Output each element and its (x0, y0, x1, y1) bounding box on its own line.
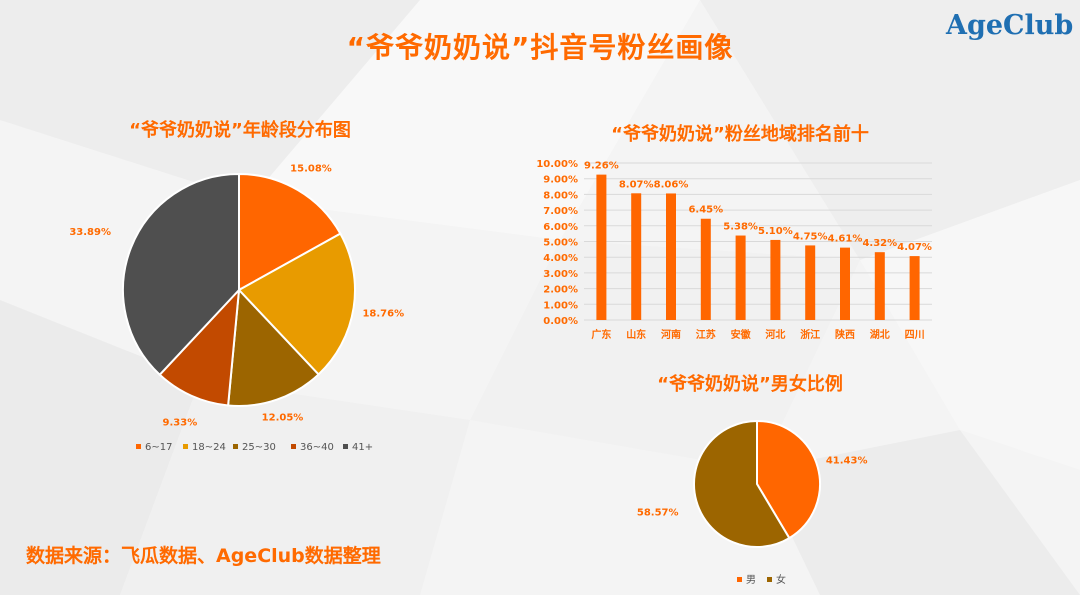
age-slice (227, 287, 320, 407)
region-y-tick-label: 5.00% (543, 238, 578, 249)
gender-slice (693, 419, 791, 548)
gender-slice-label: 41.43% (826, 455, 868, 466)
age-legend-swatch (343, 444, 348, 449)
region-category-label: 江苏 (696, 328, 716, 341)
region-bar-chart: 0.00% 1.00% 2.00% 3.00% 4.00% 5.00% 6.00% 7.00%… (536, 159, 932, 341)
gender-legend-swatch (737, 577, 742, 582)
region-y-tick-label: 9.00% (543, 175, 578, 186)
data-source-note: 数据来源：飞瓜数据、AgeClub数据整理 (26, 545, 381, 567)
age-legend-label: 41+ (352, 442, 373, 453)
region-bar-value-label: 4.32% (862, 238, 897, 249)
region-bar (666, 193, 676, 320)
region-bar-value-label: 8.07% (619, 179, 654, 190)
region-category-label: 河北 (765, 328, 785, 341)
age-legend-swatch (291, 444, 296, 449)
age-pie-chart: 15.08% 18.76% 12.05% 9.33% 33.89% (69, 164, 404, 429)
gender-pie-chart: 41.43% 58.57% (637, 419, 868, 548)
region-bar (874, 252, 885, 320)
gender-legend-label: 男 (746, 574, 756, 586)
region-category-label: 湖北 (870, 328, 890, 341)
gender-chart-title: “爷爷奶奶说”男女比例 (657, 374, 843, 395)
region-y-tick-label: 6.00% (543, 222, 578, 233)
region-y-tick-label: 4.00% (543, 253, 578, 264)
age-legend-swatch (136, 444, 141, 449)
ageclub-logo: AgeClub (946, 10, 1074, 41)
region-bar (631, 193, 642, 320)
region-y-tick-label: 2.00% (543, 285, 578, 296)
region-category-label: 广东 (591, 328, 611, 341)
region-bar (805, 245, 816, 320)
region-y-tick-label: 10.00% (536, 159, 578, 170)
age-slice-label: 15.08% (290, 164, 332, 175)
region-bar (770, 239, 781, 320)
region-category-label: 四川 (905, 329, 925, 341)
age-legend-label: 25~30 (242, 442, 276, 453)
region-category-label: 陕西 (835, 328, 855, 341)
region-bar (840, 247, 850, 320)
region-category-label: 浙江 (800, 328, 820, 341)
gender-pie-legend: 男女 (737, 573, 786, 586)
page-title: “爷爷奶奶说”抖音号粉丝画像 (346, 31, 734, 64)
region-bar (735, 235, 746, 320)
region-y-tick-label: 0.00% (543, 316, 578, 327)
region-y-tick-label: 8.00% (543, 190, 578, 201)
region-category-label: 河南 (661, 328, 681, 341)
region-bar-value-label: 4.07% (897, 242, 932, 253)
age-slice-label: 9.33% (163, 417, 198, 428)
region-bar (700, 218, 711, 320)
age-legend-label: 18~24 (192, 442, 226, 453)
age-legend-label: 36~40 (300, 442, 334, 453)
region-y-tick-label: 3.00% (543, 269, 578, 280)
gender-slice-label: 58.57% (637, 507, 679, 518)
age-slice (122, 172, 240, 377)
region-y-tick-label: 7.00% (543, 206, 578, 217)
age-slice (237, 232, 356, 376)
region-chart-title: “爷爷奶奶说”粉丝地域排名前十 (611, 124, 869, 145)
region-bar-value-label: 8.06% (654, 179, 689, 190)
age-pie-legend: 6~17 18~24 25~30 36~40 41+ (136, 442, 373, 453)
age-slice-label: 33.89% (69, 227, 111, 238)
region-bar-value-label: 6.45% (688, 205, 723, 216)
region-bar (596, 174, 607, 320)
age-slice-label: 18.76% (362, 308, 404, 319)
region-bar-value-label: 5.10% (758, 226, 793, 237)
region-y-tick-label: 1.00% (543, 300, 578, 311)
age-legend-label: 6~17 (145, 442, 172, 453)
region-bar-value-label: 9.26% (584, 161, 619, 172)
region-bar-value-label: 4.75% (793, 231, 828, 242)
region-bar-value-label: 5.38% (723, 222, 758, 233)
region-category-label: 山东 (626, 328, 646, 341)
region-bar-value-label: 4.61% (828, 234, 863, 245)
region-bar (909, 256, 920, 320)
age-slice (158, 287, 241, 407)
age-slice-label: 12.05% (262, 413, 304, 424)
age-slice (238, 172, 342, 292)
gender-legend-label: 女 (776, 573, 786, 586)
age-legend-swatch (233, 444, 238, 449)
region-category-label: 安徽 (731, 328, 752, 341)
age-chart-title: “爷爷奶奶说”年龄段分布图 (129, 120, 351, 141)
gender-legend-swatch (767, 577, 772, 582)
age-legend-swatch (183, 444, 188, 449)
